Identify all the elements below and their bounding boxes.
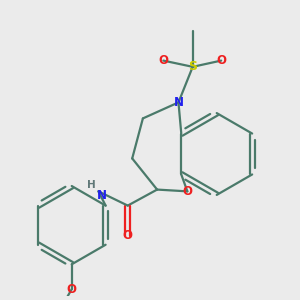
Text: S: S (188, 60, 197, 73)
Text: N: N (97, 189, 107, 202)
Text: N: N (173, 96, 184, 109)
Text: O: O (182, 185, 192, 198)
Text: O: O (123, 229, 133, 242)
Text: O: O (216, 54, 226, 67)
Text: H: H (87, 180, 96, 190)
Text: O: O (158, 54, 168, 67)
Text: O: O (67, 283, 77, 296)
